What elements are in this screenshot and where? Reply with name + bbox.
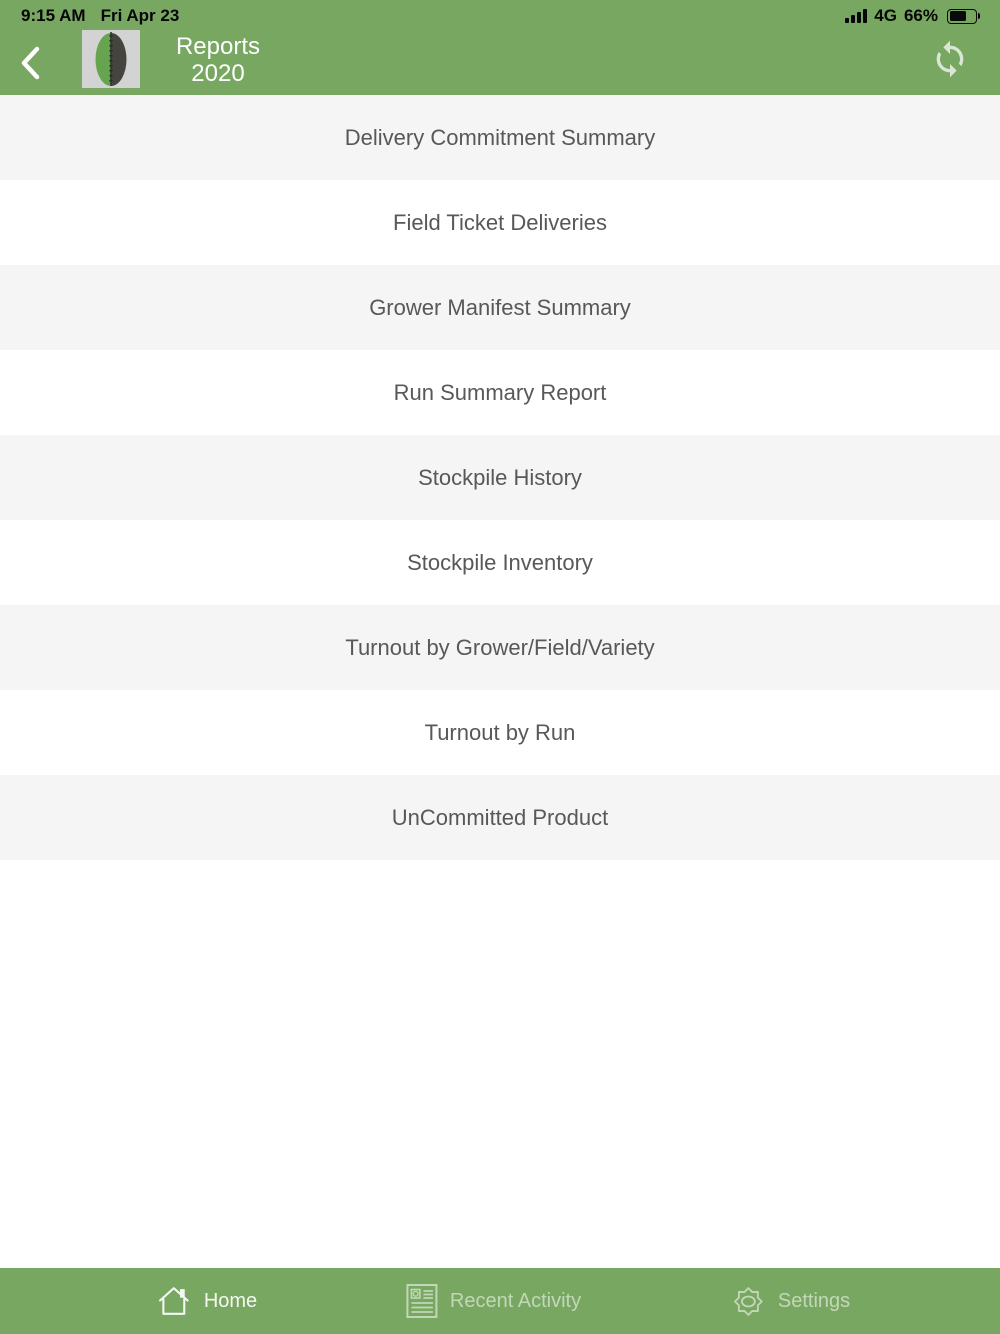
report-list-item[interactable]: Run Summary Report [0, 350, 1000, 435]
report-label: UnCommitted Product [391, 804, 609, 830]
report-label: Delivery Commitment Summary [344, 124, 656, 150]
report-list-item[interactable]: Stockpile Inventory [0, 520, 1000, 605]
report-list-item[interactable]: Delivery Commitment Summary [0, 95, 1000, 180]
page-title-line2: 2020 [191, 60, 245, 87]
refresh-button[interactable] [928, 38, 972, 82]
refresh-icon [930, 39, 970, 82]
tab-label: Settings [777, 1289, 851, 1312]
report-label: Turnout by Run [424, 719, 576, 745]
report-label: Stockpile History [418, 464, 582, 490]
home-icon [155, 1282, 193, 1320]
page-title: Reports 2020 [176, 33, 260, 87]
report-list-item[interactable]: Turnout by Run [0, 690, 1000, 775]
report-label: Turnout by Grower/Field/Variety [345, 634, 655, 660]
report-list-item[interactable]: Turnout by Grower/Field/Variety [0, 605, 1000, 690]
app-logo [82, 30, 140, 88]
settings-icon [730, 1283, 767, 1320]
tab-settings[interactable]: Settings [730, 1268, 850, 1334]
report-label: Field Ticket Deliveries [393, 209, 607, 235]
chevron-left-icon [18, 45, 42, 84]
page-title-line1: Reports [175, 33, 261, 60]
report-list-item[interactable]: UnCommitted Product [0, 775, 1000, 860]
battery-percent-label: 66% [903, 6, 938, 25]
report-label: Stockpile Inventory [407, 549, 593, 575]
tab-recent-activity[interactable]: Recent Activity [405, 1268, 581, 1334]
report-label: Grower Manifest Summary [369, 294, 631, 320]
tab-label: Recent Activity [449, 1289, 582, 1312]
battery-icon [947, 8, 980, 24]
report-list: Delivery Commitment Summary Field Ticket… [0, 95, 1000, 860]
report-list-item[interactable]: Field Ticket Deliveries [0, 180, 1000, 265]
status-left: 9:15 AM Fri Apr 23 [21, 6, 179, 26]
tab-home[interactable]: Home [155, 1268, 257, 1334]
status-bar: 9:15 AM Fri Apr 23 4G 66% [0, 0, 1000, 30]
signal-strength-icon [845, 8, 868, 24]
back-button[interactable] [8, 40, 52, 88]
leaf-logo-icon [82, 30, 140, 92]
status-right: 4G 66% [845, 6, 980, 26]
report-list-item[interactable]: Stockpile History [0, 435, 1000, 520]
header: 9:15 AM Fri Apr 23 4G 66% [0, 0, 1000, 95]
tab-label: Home [203, 1289, 258, 1312]
status-date: Fri Apr 23 [100, 6, 180, 25]
nav-bar: Reports 2020 [0, 30, 1000, 95]
recent-activity-icon [405, 1282, 439, 1320]
report-label: Run Summary Report [393, 379, 607, 405]
status-time: 9:15 AM [21, 6, 86, 25]
report-list-item[interactable]: Grower Manifest Summary [0, 265, 1000, 350]
tab-bar: Home Recent Activity Sett [0, 1268, 1000, 1334]
network-type-label: 4G [874, 6, 897, 25]
